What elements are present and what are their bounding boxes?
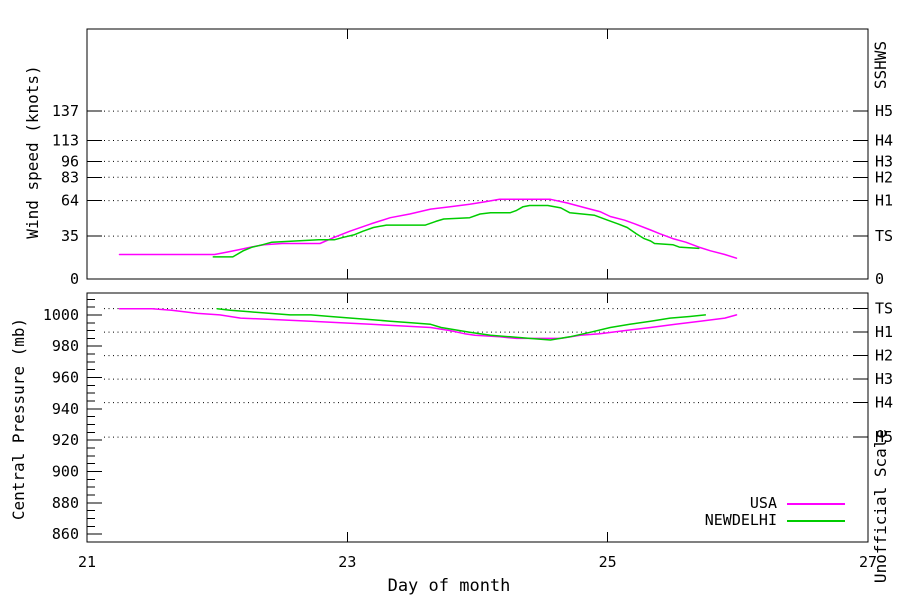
- central-pressure-y2tick-label: H4: [875, 394, 893, 412]
- legend-label: NEWDELHI: [704, 511, 777, 529]
- legend-label: USA: [749, 494, 777, 512]
- wind-speed-y2tick-label: H5: [875, 102, 893, 120]
- wind-speed-y2tick-label: H3: [875, 152, 893, 170]
- legend-line-swatch: [787, 502, 845, 505]
- central-pressure-frame: [86, 292, 869, 543]
- x-tick-label: 27: [859, 553, 877, 571]
- wind-y-axis-title: Wind speed (knots): [23, 65, 42, 238]
- wind-speed-ytick-label: 64: [61, 192, 79, 210]
- wind-speed-y2tick-label: H2: [875, 168, 893, 186]
- wind-speed-y2tick-label: H4: [875, 132, 893, 150]
- central-pressure-y2tick-label: H3: [875, 370, 893, 388]
- wind-speed-y2tick-label: 0: [875, 270, 884, 288]
- x-tick-label: 21: [78, 553, 96, 571]
- central-pressure-series-usa: [118, 307, 738, 340]
- unofficial-scale-title: Unofficial Scale: [871, 429, 890, 583]
- wind-speed-series-usa: [118, 198, 738, 259]
- wind-speed-ytick-label: 0: [70, 270, 79, 288]
- wind-speed-ytick-label: 35: [61, 227, 79, 245]
- central-pressure-y2tick-label: H1: [875, 323, 893, 341]
- central-pressure-ytick-label: 1000: [43, 306, 79, 324]
- wind-speed-frame: [86, 28, 869, 280]
- pressure-y-axis-title: Central Pressure (mb): [9, 318, 28, 520]
- central-pressure-ytick-label: 960: [52, 369, 79, 387]
- wind-speed-series-newdelhi: [212, 204, 700, 258]
- central-pressure-series-newdelhi: [216, 307, 707, 341]
- central-pressure-ytick-label: 880: [52, 494, 79, 512]
- central-pressure-ytick-label: 940: [52, 400, 79, 418]
- wind-speed-ytick-label: 96: [61, 152, 79, 170]
- x-tick-label: 25: [599, 553, 617, 571]
- central-pressure-ytick-label: 900: [52, 463, 79, 481]
- x-tick-label: 23: [338, 553, 356, 571]
- legend: USA NEWDELHI: [585, 495, 845, 529]
- wind-speed-ytick-label: 113: [52, 132, 79, 150]
- chart-generated-layer: 0356483961131370TSH1H2H3H4H5860880900920…: [43, 28, 893, 571]
- central-pressure-y2tick-label: H2: [875, 347, 893, 365]
- central-pressure-ytick-label: 860: [52, 525, 79, 543]
- sshws-scale-title: SSHWS: [871, 41, 890, 89]
- central-pressure-y2tick-label: TS: [875, 300, 893, 318]
- central-pressure-ytick-label: 980: [52, 337, 79, 355]
- x-axis-title: Day of month: [388, 576, 511, 596]
- central-pressure-ytick-label: 920: [52, 431, 79, 449]
- legend-line-swatch: [787, 519, 845, 522]
- legend-entry-newdelhi: NEWDELHI: [585, 512, 845, 529]
- wind-speed-y2tick-label: H1: [875, 192, 893, 210]
- wind-speed-y2tick-label: TS: [875, 227, 893, 245]
- legend-entry-usa: USA: [585, 495, 845, 512]
- central-pressure-y2tick-label: H5: [875, 428, 893, 446]
- wind-speed-ytick-label: 137: [52, 102, 79, 120]
- wind-speed-ytick-label: 83: [61, 168, 79, 186]
